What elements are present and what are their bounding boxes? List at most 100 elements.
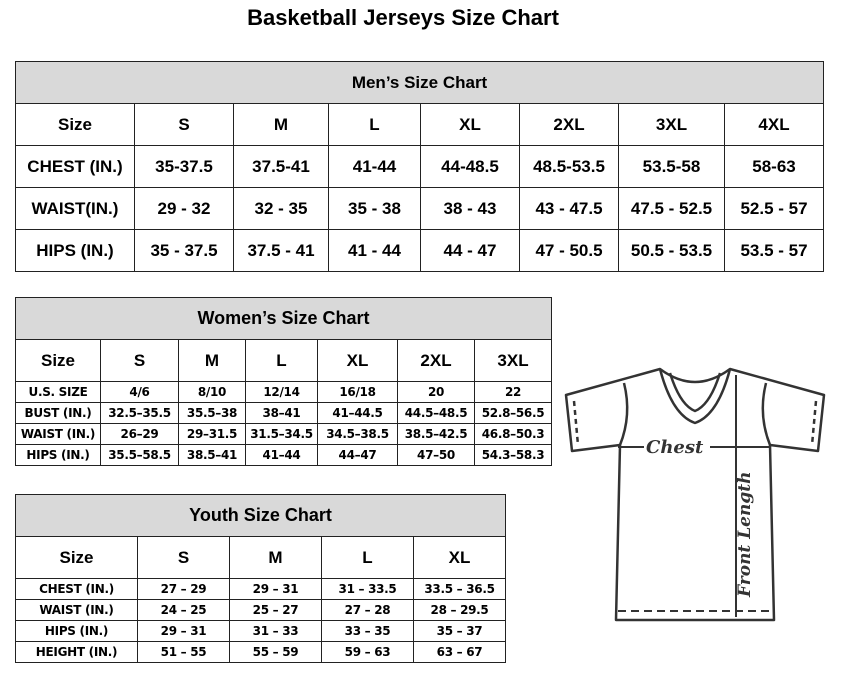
value-cell: 47 - 50.5 [519,229,619,272]
table-row: CHEST (IN.) 27 – 29 29 – 31 31 – 33.5 33.5 –… [15,578,507,600]
size-cell: L [321,536,414,579]
value-cell: 12/14 [245,381,318,403]
row-label: U.S. SIZE [15,381,101,403]
value-cell: 44-48.5 [420,145,520,188]
table-row: BUST (IN.) 32.5–35.5 35.5–38 38–41 41–44.5 44… [15,402,553,424]
value-cell: 58-63 [723,145,825,188]
value-cell: 53.5-58 [618,145,725,188]
size-cell: XL [420,103,520,146]
page-title: Basketball Jerseys Size Chart [247,5,559,30]
value-cell: 29 – 31 [229,578,322,600]
value-cell: 44 - 47 [420,229,520,272]
value-cell: 28 – 29.5 [412,599,507,621]
size-cell: 3XL [473,339,553,382]
size-cell: Size [15,536,138,579]
value-cell: 59 – 63 [321,641,414,663]
size-row: Size S M L XL [15,536,507,579]
value-cell: 38.5–41 [178,444,246,466]
value-cell: 29 - 32 [134,187,234,230]
value-cell: 50.5 - 53.5 [618,229,725,272]
size-cell: M [229,536,322,579]
value-cell: 32 - 35 [233,187,329,230]
value-cell: 35 - 37.5 [134,229,234,272]
size-cell: 2XL [397,339,475,382]
table-row: HIPS (IN.) 29 – 31 31 – 33 33 – 35 35 – 37 [15,620,507,642]
value-cell: 54.3–58.3 [473,444,553,466]
table-heading: Women’s Size Chart [14,297,553,340]
left-sleeve-seam [618,382,629,446]
value-cell: 53.5 - 57 [723,229,825,272]
row-label: HIPS (IN.) [15,444,101,466]
womens-size-table: Women’s Size Chart Size S M L XL 2XL 3XL U.S. SI… [14,297,553,466]
table-row: HIPS (IN.) 35 - 37.5 37.5 - 41 41 - 44 44 - … [15,229,825,272]
value-cell: 47.5 - 52.5 [618,187,725,230]
value-cell: 38–41 [245,402,318,424]
value-cell: 20 [397,381,475,403]
table-header-row: Men’s Size Chart [14,61,825,104]
row-label: HEIGHT (IN.) [15,641,138,663]
value-cell: 8/10 [178,381,246,403]
value-cell: 55 – 59 [229,641,322,663]
value-cell: 47–50 [397,444,475,466]
table-heading: Youth Size Chart [14,494,507,537]
table-row: HIPS (IN.) 35.5–58.5 38.5–41 41–44 44–47 47–5… [15,444,553,466]
table-row: WAIST (IN.) 24 – 25 25 – 27 27 – 28 28 – 29.… [15,599,507,621]
value-cell: 31 – 33 [229,620,322,642]
size-cell: S [100,339,179,382]
value-cell: 26–29 [100,423,179,445]
table-row: WAIST (IN.) 26–29 29–31.5 31.5–34.5 34.5–38.… [15,423,553,445]
size-cell: S [137,536,230,579]
size-cell: XL [317,339,398,382]
value-cell: 34.5–38.5 [317,423,398,445]
value-cell: 38.5–42.5 [397,423,475,445]
row-label: HIPS (IN.) [15,229,135,272]
size-cell: 4XL [723,103,825,146]
size-cell: Size [15,339,101,382]
value-cell: 44.5–48.5 [397,402,475,424]
value-cell: 22 [473,381,553,403]
value-cell: 38 - 43 [420,187,520,230]
value-cell: 46.8–50.3 [473,423,553,445]
value-cell: 52.5 - 57 [723,187,825,230]
value-cell: 29–31.5 [178,423,246,445]
row-label: HIPS (IN.) [15,620,138,642]
row-label: WAIST (IN.) [15,423,101,445]
row-label: CHEST (IN.) [15,145,135,188]
value-cell: 63 – 67 [412,641,507,663]
value-cell: 41–44 [245,444,318,466]
value-cell: 43 - 47.5 [519,187,619,230]
value-cell: 31 – 33.5 [321,578,414,600]
value-cell: 48.5-53.5 [519,145,619,188]
value-cell: 41-44 [328,145,421,188]
value-cell: 35 – 37 [412,620,507,642]
table-header-row: Youth Size Chart [14,494,507,537]
size-cell: 2XL [519,103,619,146]
value-cell: 16/18 [317,381,398,403]
value-cell: 27 – 29 [137,578,230,600]
value-cell: 35.5–58.5 [100,444,179,466]
chest-label: Chest [646,437,704,458]
table-header-row: Women’s Size Chart [14,297,553,340]
value-cell: 25 – 27 [229,599,322,621]
mens-size-table: Men’s Size Chart Size S M L XL 2XL 3XL 4XL CHEST … [14,61,825,272]
value-cell: 27 – 28 [321,599,414,621]
jersey-collar [658,368,732,425]
value-cell: 24 – 25 [137,599,230,621]
value-cell: 31.5–34.5 [245,423,318,445]
youth-size-table: Youth Size Chart Size S M L XL CHEST (IN.) 27 –… [14,494,507,663]
row-label: BUST (IN.) [15,402,101,424]
size-cell: 3XL [618,103,725,146]
value-cell: 37.5 - 41 [233,229,329,272]
size-row: Size S M L XL 2XL 3XL [15,339,553,382]
table-row: U.S. SIZE 4/6 8/10 12/14 16/18 20 22 [15,381,553,403]
value-cell: 41–44.5 [317,402,398,424]
row-label: CHEST (IN.) [15,578,138,600]
value-cell: 37.5-41 [233,145,329,188]
value-cell: 4/6 [100,381,179,403]
table-row: WAIST(IN.) 29 - 32 32 - 35 35 - 38 38 - 43 43… [15,187,825,230]
table-heading: Men’s Size Chart [14,61,825,104]
size-cell: M [178,339,246,382]
table-row: HEIGHT (IN.) 51 – 55 55 – 59 59 – 63 63 – 67 [15,641,507,663]
front-length-label: Front Length [735,472,755,598]
size-cell: XL [412,536,507,579]
